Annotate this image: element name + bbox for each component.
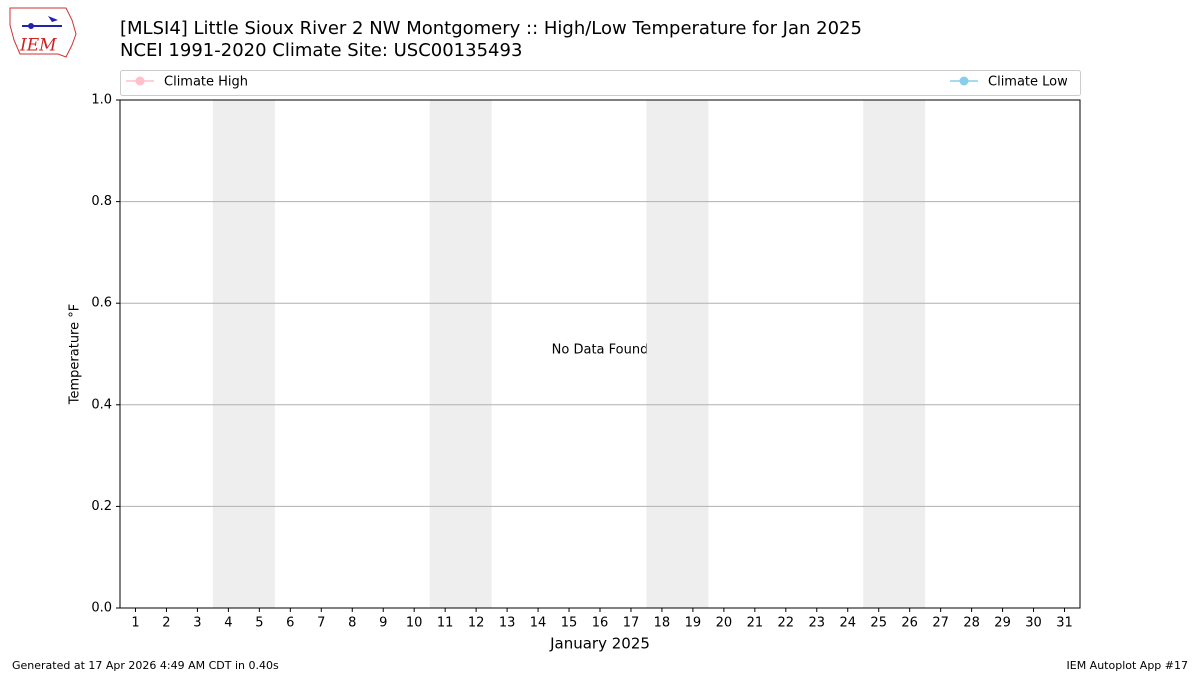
legend-label: Climate Low xyxy=(988,75,1068,90)
x-tick-label: 30 xyxy=(1025,616,1042,631)
chart-title: [MLSI4] Little Sioux River 2 NW Montgome… xyxy=(120,18,862,39)
x-tick-label: 23 xyxy=(809,616,826,631)
x-tick-label: 6 xyxy=(286,616,294,631)
x-tick-label: 25 xyxy=(870,616,887,631)
legend-marker xyxy=(135,76,145,86)
y-tick-label: 1.0 xyxy=(91,93,112,108)
x-tick-label: 17 xyxy=(623,616,640,631)
x-tick-label: 8 xyxy=(348,616,356,631)
weekend-shade xyxy=(646,100,709,608)
legend xyxy=(120,70,1081,96)
x-tick-label: 1 xyxy=(131,616,139,631)
y-axis-label: Temperature °F xyxy=(68,304,83,405)
plot-frame xyxy=(119,99,1081,609)
y-tick-label: 0.6 xyxy=(91,296,112,311)
x-tick-label: 31 xyxy=(1056,616,1073,631)
y-tick-label: 0.0 xyxy=(91,601,112,616)
x-tick-label: 9 xyxy=(379,616,387,631)
x-tick-label: 5 xyxy=(255,616,263,631)
annotation: No Data Found xyxy=(552,343,649,358)
x-tick-label: 12 xyxy=(468,616,485,631)
x-tick-label: 15 xyxy=(561,616,578,631)
x-tick-label: 3 xyxy=(193,616,201,631)
weekend-shade xyxy=(863,100,926,608)
logo: IEM xyxy=(9,7,77,58)
x-tick-label: 26 xyxy=(901,616,918,631)
y-tick-label: 0.4 xyxy=(91,397,112,412)
x-tick-label: 13 xyxy=(499,616,516,631)
y-tick-label: 0.8 xyxy=(91,194,112,209)
x-tick-label: 18 xyxy=(654,616,671,631)
x-tick-label: 27 xyxy=(932,616,949,631)
weekend-shade xyxy=(212,100,275,608)
x-tick-label: 22 xyxy=(778,616,795,631)
x-tick-label: 2 xyxy=(162,616,170,631)
footer-left: Generated at 17 Apr 2026 4:49 AM CDT in … xyxy=(12,659,279,672)
x-tick-label: 7 xyxy=(317,616,325,631)
x-tick-label: 11 xyxy=(437,616,454,631)
x-tick-label: 24 xyxy=(839,616,856,631)
weekend-shade xyxy=(429,100,492,608)
footer-right: IEM Autoplot App #17 xyxy=(1067,659,1189,672)
x-tick-label: 28 xyxy=(963,616,980,631)
x-tick-label: 21 xyxy=(747,616,764,631)
x-tick-label: 4 xyxy=(224,616,232,631)
x-tick-label: 20 xyxy=(716,616,733,631)
legend-label: Climate High xyxy=(164,75,248,90)
chart-subtitle: NCEI 1991-2020 Climate Site: USC00135493 xyxy=(120,40,522,61)
x-tick-label: 16 xyxy=(592,616,609,631)
x-tick-label: 19 xyxy=(685,616,702,631)
x-axis-label: January 2025 xyxy=(549,635,650,653)
legend-marker xyxy=(959,76,969,86)
logo-text: IEM xyxy=(19,36,57,56)
x-tick-label: 10 xyxy=(406,616,423,631)
y-tick-label: 0.2 xyxy=(91,499,112,514)
x-tick-label: 14 xyxy=(530,616,547,631)
x-tick-label: 29 xyxy=(994,616,1011,631)
